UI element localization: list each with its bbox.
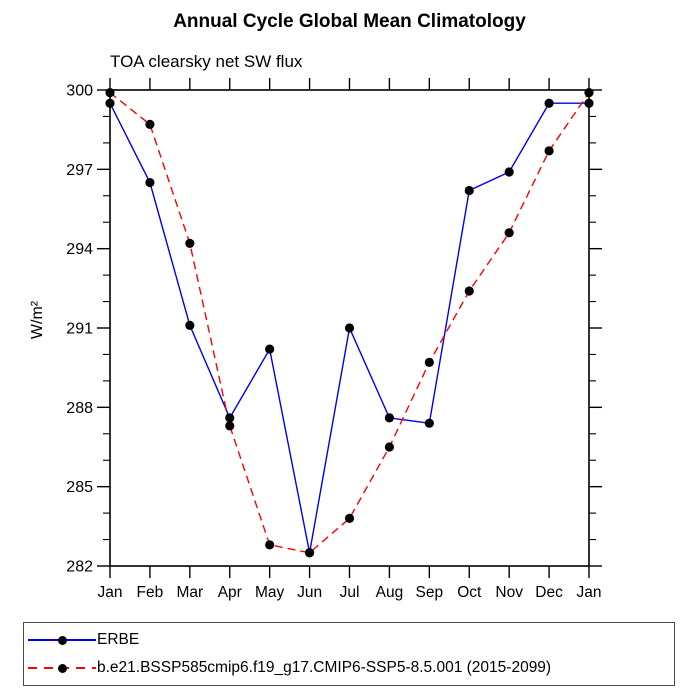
x-tick-label: Aug xyxy=(376,584,404,601)
chart-subtitle: TOA clearsky net SW flux xyxy=(110,52,303,71)
legend-sample-model xyxy=(28,663,96,674)
x-tick-label: Jun xyxy=(297,584,322,601)
series-1-line xyxy=(109,92,590,554)
series-0-marker xyxy=(424,418,434,428)
x-tick-label: Apr xyxy=(218,584,242,601)
x-tick-label: Nov xyxy=(495,584,523,601)
series-1-marker xyxy=(344,513,355,524)
legend-item-model: b.e21.BSSP585cmip6.f19_g17.CMIP6-SSP5-8.… xyxy=(24,654,674,682)
x-tick-label: Sep xyxy=(416,584,444,601)
series-0-marker xyxy=(464,185,474,196)
series-1-marker xyxy=(384,442,395,452)
y-tick-label: 294 xyxy=(66,241,93,258)
marker-dot-icon xyxy=(57,635,67,645)
y-tick-label: 285 xyxy=(66,479,93,496)
series-1-marker xyxy=(464,286,474,296)
x-tick-label: Jul xyxy=(340,584,360,601)
series-0-marker xyxy=(265,344,275,354)
chart-title: Annual Cycle Global Mean Climatology xyxy=(173,11,526,32)
y-tick-label: 288 xyxy=(66,400,93,417)
x-tick-label: Oct xyxy=(457,584,482,601)
series-0-marker xyxy=(145,177,155,188)
series-1-marker xyxy=(145,119,155,129)
x-tick-label: Jan xyxy=(577,584,602,601)
legend-label-model: b.e21.BSSP585cmip6.f19_g17.CMIP6-SSP5-8.… xyxy=(97,659,552,676)
series-0-marker xyxy=(504,167,514,177)
series-1-marker xyxy=(225,421,235,431)
series-1-marker xyxy=(584,88,594,98)
legend-sample-erbe xyxy=(28,635,96,646)
plot-area: Jan Feb Mar Apr May Jun Jul Aug Sep Oct Nov Dec Jan 3… xyxy=(66,78,602,601)
series-0-marker xyxy=(384,413,395,423)
legend-label-erbe: ERBE xyxy=(97,631,140,648)
series-1-marker xyxy=(424,357,434,367)
series-1-marker xyxy=(504,228,514,238)
series-0-marker xyxy=(544,98,554,108)
x-tick-label: May xyxy=(255,584,285,601)
series-1-marker xyxy=(544,146,554,156)
series-0-marker xyxy=(105,98,115,108)
marker-dot-icon xyxy=(57,663,67,673)
y-tick-label: 291 xyxy=(66,321,93,338)
legend-box: ERBE b.e21.BSSP585cmip6.f19_g17.CMIP6-SS… xyxy=(23,622,675,686)
series-0-marker xyxy=(344,323,355,333)
series-1-marker xyxy=(265,540,275,550)
series-1-marker xyxy=(304,548,315,558)
legend-item-erbe: ERBE xyxy=(24,626,674,654)
x-tick-label: Dec xyxy=(535,584,563,601)
y-tick-label: 300 xyxy=(66,83,93,100)
series-0-marker xyxy=(584,98,594,108)
series-0-marker xyxy=(185,320,195,330)
series-1-marker xyxy=(105,88,115,98)
y-tick-label: 282 xyxy=(66,559,93,576)
series-1-marker xyxy=(185,238,195,248)
x-tick-label: Feb xyxy=(137,584,164,601)
x-tick-label: Mar xyxy=(176,584,203,601)
y-tick-label: 297 xyxy=(66,162,93,179)
x-tick-label: Jan xyxy=(98,584,123,601)
series-0-marker xyxy=(225,413,235,423)
